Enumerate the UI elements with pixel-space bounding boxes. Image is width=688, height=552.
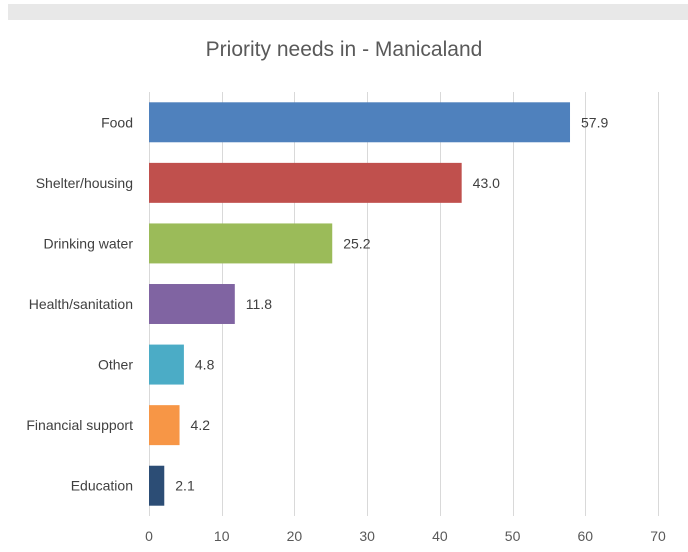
x-tick-label: 10: [214, 528, 230, 544]
category-label: Financial support: [26, 417, 133, 433]
chart-title: Priority needs in - Manicaland: [205, 38, 483, 61]
bars: [149, 102, 571, 506]
x-tick-label: 20: [287, 528, 303, 544]
category-label: Other: [98, 357, 133, 373]
data-label: 4.2: [191, 417, 211, 433]
bar-shelter-housing: [149, 162, 462, 203]
labels: 0 10 20 30 40 50 60 70 Food 57.9 Shelter/housing 43…: [26, 114, 666, 544]
bar-other: [149, 344, 184, 385]
x-tick-label: 40: [432, 528, 448, 544]
category-label: Drinking water: [44, 235, 134, 251]
category-label: Education: [71, 478, 133, 494]
category-label: Shelter/housing: [36, 175, 133, 191]
x-tick-label: 60: [577, 528, 593, 544]
data-label: 11.8: [246, 296, 272, 312]
gridlines: [149, 92, 659, 516]
header-band: [8, 4, 688, 20]
x-tick-label: 70: [650, 528, 666, 544]
bar-drinking-water: [149, 223, 333, 264]
bar-health-sanitation: [149, 284, 235, 324]
data-label: 57.9: [581, 114, 608, 130]
x-tick-label: 0: [145, 528, 153, 544]
data-label: 43.0: [473, 175, 500, 191]
x-tick-label: 50: [505, 528, 521, 544]
category-label: Health/sanitation: [29, 296, 133, 312]
bar-financial-support: [149, 405, 180, 446]
data-label: 25.2: [343, 235, 370, 251]
bar-food: [149, 102, 571, 143]
data-label: 2.1: [175, 478, 195, 494]
data-label: 4.8: [195, 357, 215, 373]
bar-education: [149, 465, 165, 506]
category-label: Food: [101, 114, 133, 130]
x-tick-label: 30: [359, 528, 375, 544]
